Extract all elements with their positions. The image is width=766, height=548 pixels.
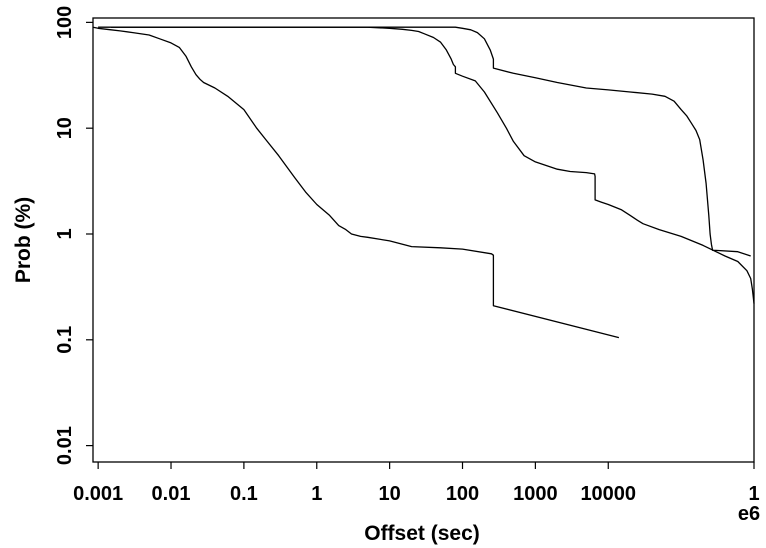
x-axis-ticks: 0.001 0.01 0.1 1 10 100 1000 10000 1 (73, 462, 760, 505)
series-layer (92, 26, 755, 339)
series-line-3 (98, 26, 751, 257)
x-exponent-label: e6 (738, 503, 760, 525)
x-axis-label: Offset (sec) (364, 522, 480, 545)
x-tick-label: 10 (379, 483, 401, 505)
plot-frame (92, 17, 755, 463)
series-line-2 (111, 26, 755, 304)
x-tick-label: 0.01 (152, 483, 191, 505)
x-tick-label: 0.1 (230, 483, 258, 505)
y-tick-label: 100 (54, 6, 76, 39)
series-line-1 (92, 26, 620, 339)
x-tick-label: 1000 (513, 483, 558, 505)
y-tick-label: 10 (54, 117, 76, 139)
y-tick-label: 0.1 (54, 326, 76, 354)
x-tick-label: 1 (748, 483, 759, 505)
y-axis-label: Prob (%) (12, 197, 35, 283)
y-tick-label: 0.01 (54, 426, 76, 465)
x-tick-label: 10000 (580, 483, 636, 505)
y-axis-ticks: 100 10 1 0.1 0.01 (54, 6, 93, 465)
y-tick-label: 1 (54, 228, 76, 239)
x-tick-label: 100 (446, 483, 479, 505)
x-tick-label: 1 (311, 483, 322, 505)
x-tick-label: 0.001 (73, 483, 123, 505)
